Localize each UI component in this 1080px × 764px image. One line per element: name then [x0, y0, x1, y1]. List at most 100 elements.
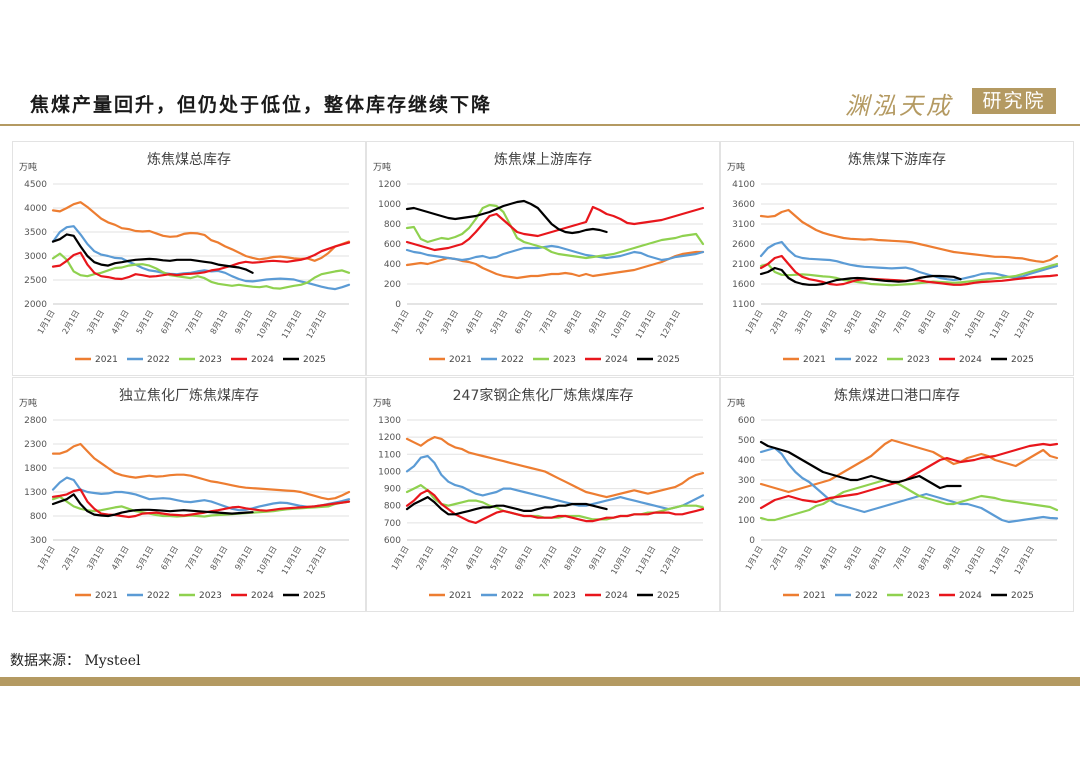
x-tick-label: 8月1日: [209, 545, 230, 572]
x-tick-label: 1月1日: [36, 309, 57, 336]
x-tick-label: 8月1日: [209, 309, 230, 336]
y-tick-label: 4100: [732, 180, 755, 190]
x-tick-label: 10月1日: [963, 545, 986, 577]
legend-label-2025: 2025: [657, 355, 680, 365]
y-unit-label: 万吨: [19, 161, 37, 173]
legend-label-2021: 2021: [803, 355, 826, 365]
y-tick-label: 400: [738, 456, 755, 466]
chart-panel-port: 炼焦煤进口港口库存 万吨 0 100 200 300 400 500 600 1月1日 2月1日 3月…: [720, 377, 1074, 612]
legend-label-2024: 2024: [251, 355, 274, 365]
x-tick-label: 11月1日: [634, 545, 657, 577]
y-tick-label: 4000: [24, 204, 47, 214]
x-tick-label: 3月1日: [793, 545, 814, 572]
x-tick-label: 7月1日: [184, 309, 205, 336]
x-tick-label: 4月1日: [464, 309, 485, 336]
series-line-2023: [51, 252, 351, 290]
x-tick-label: 9月1日: [941, 309, 962, 336]
legend-label-2025: 2025: [1011, 355, 1034, 365]
legend-label-2022: 2022: [501, 355, 524, 365]
x-tick-label: 3月1日: [439, 545, 460, 572]
y-tick-label: 1100: [378, 450, 401, 460]
x-tick-label: 7月1日: [538, 545, 559, 572]
series-line-2023: [759, 478, 1059, 522]
x-tick-label: 10月1日: [609, 309, 632, 341]
x-tick-label: 8月1日: [563, 545, 584, 572]
legend-label-2021: 2021: [803, 591, 826, 601]
y-unit-label: 万吨: [727, 161, 745, 173]
y-tick-label: 1800: [24, 464, 47, 474]
legend-label-2024: 2024: [605, 591, 628, 601]
x-tick-label: 12月1日: [305, 545, 328, 577]
x-tick-label: 1月1日: [744, 545, 765, 572]
data-source: 数据来源： Mysteel: [10, 650, 141, 670]
y-tick-label: 1600: [732, 280, 755, 290]
series-line-2025: [759, 440, 962, 490]
y-tick-label: 1100: [732, 300, 755, 310]
x-tick-label: 10月1日: [609, 545, 632, 577]
y-tick-label: 1200: [378, 433, 401, 443]
y-tick-label: 1000: [378, 467, 401, 477]
chart-title: 炼焦煤总库存: [147, 152, 231, 168]
source-value: Mysteel: [84, 653, 141, 669]
series-line-2024: [51, 488, 351, 519]
x-tick-label: 5月1日: [843, 309, 864, 336]
legend-label-2023: 2023: [553, 355, 576, 365]
legend-label-2025: 2025: [303, 591, 326, 601]
series-line-2023: [405, 203, 705, 260]
x-tick-label: 6月1日: [867, 545, 888, 572]
legend-label-2021: 2021: [449, 591, 472, 601]
y-tick-label: 1300: [378, 416, 401, 426]
legend-label-2024: 2024: [959, 355, 982, 365]
x-tick-label: 5月1日: [489, 309, 510, 336]
x-tick-label: 4月1日: [818, 545, 839, 572]
x-tick-label: 8月1日: [563, 309, 584, 336]
y-tick-label: 0: [749, 536, 755, 546]
series-line-2025: [51, 493, 254, 518]
series-line-2023: [759, 262, 1059, 287]
series-line-2022: [405, 454, 705, 511]
x-tick-label: 9月1日: [587, 309, 608, 336]
x-tick-label: 3月1日: [793, 309, 814, 336]
x-tick-label: 6月1日: [159, 309, 180, 336]
legend-label-2023: 2023: [907, 591, 930, 601]
y-unit-label: 万吨: [373, 161, 391, 173]
series-line-2025: [759, 266, 962, 286]
x-tick-label: 2月1日: [769, 545, 790, 572]
x-tick-label: 6月1日: [867, 309, 888, 336]
x-tick-label: 9月1日: [587, 545, 608, 572]
series-line-2021: [51, 442, 351, 501]
chart-panel-upstream: 炼焦煤上游库存 万吨 0 200 400 600 800 1000 1200 1月1日 2月1日 3月…: [366, 141, 720, 376]
legend-label-2022: 2022: [501, 591, 524, 601]
x-tick-label: 2月1日: [415, 545, 436, 572]
x-tick-label: 1月1日: [36, 545, 57, 572]
logo-text: 渊泓天成: [845, 92, 953, 120]
y-tick-label: 100: [738, 516, 755, 526]
y-tick-label: 2500: [24, 276, 47, 286]
y-unit-label: 万吨: [727, 397, 745, 409]
y-tick-label: 900: [384, 485, 401, 495]
legend-label-2022: 2022: [147, 591, 170, 601]
y-tick-label: 200: [738, 496, 755, 506]
x-tick-label: 3月1日: [439, 309, 460, 336]
y-tick-label: 2800: [24, 416, 47, 426]
x-tick-label: 7月1日: [184, 545, 205, 572]
x-tick-label: 5月1日: [489, 545, 510, 572]
chart-title: 独立焦化厂炼焦煤库存: [119, 388, 259, 404]
x-tick-label: 2月1日: [61, 545, 82, 572]
x-tick-label: 6月1日: [513, 309, 534, 336]
legend-label-2022: 2022: [855, 355, 878, 365]
x-tick-label: 11月1日: [280, 309, 303, 341]
legend-label-2023: 2023: [199, 591, 222, 601]
series-line-2025: [405, 199, 608, 235]
x-tick-label: 4月1日: [818, 309, 839, 336]
y-tick-label: 300: [738, 476, 755, 486]
x-tick-label: 7月1日: [892, 309, 913, 336]
chart-title: 炼焦煤上游库存: [494, 152, 592, 168]
y-tick-label: 600: [384, 240, 401, 250]
x-tick-label: 8月1日: [917, 545, 938, 572]
series-line-2022: [51, 225, 351, 291]
y-tick-label: 700: [384, 519, 401, 529]
x-tick-label: 10月1日: [963, 309, 986, 341]
